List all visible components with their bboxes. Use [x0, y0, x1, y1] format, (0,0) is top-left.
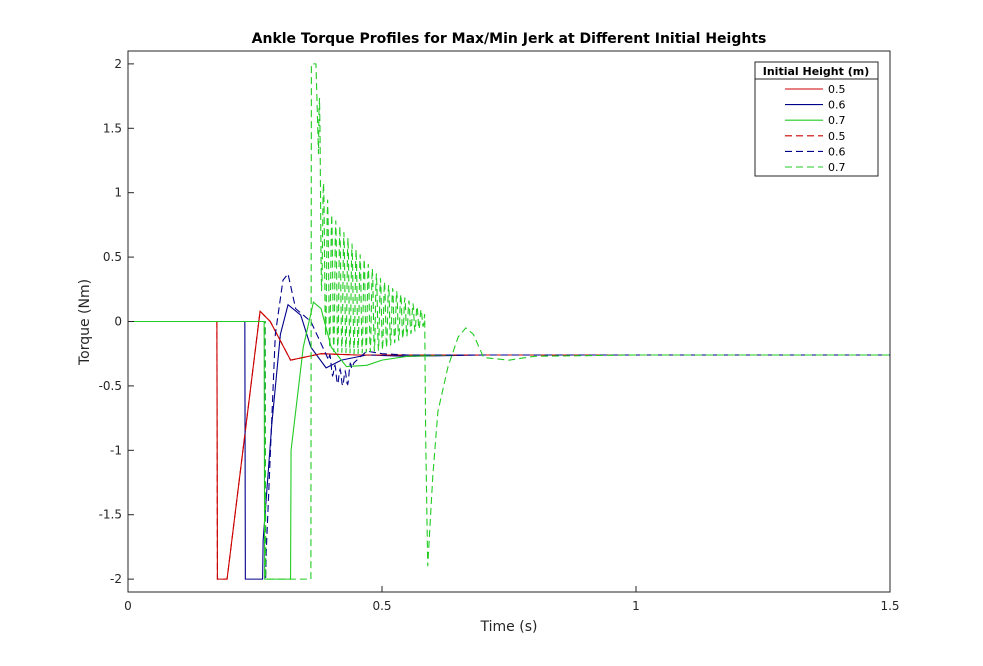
legend: Initial Height (m) 0.5 0.6 0.7 0.5 0.6 0.7	[754, 61, 879, 177]
legend-title: Initial Height (m)	[763, 65, 870, 78]
x-axis-label: Time (s)	[480, 619, 538, 635]
legend-label: 0.5	[828, 83, 846, 96]
x-axis-ticks: 0 0.5 1 1.5	[124, 586, 900, 613]
y-tick-label: 1.5	[103, 121, 122, 135]
legend-label: 0.6	[828, 99, 846, 112]
series-line-6	[128, 63, 890, 580]
x-tick-label: 0	[124, 599, 132, 613]
series-lines	[128, 63, 890, 580]
y-tick-label: 0	[114, 315, 122, 329]
x-tick-label: 1.5	[880, 599, 899, 613]
series-line-4	[128, 310, 890, 580]
y-tick-label: -1	[110, 443, 122, 457]
y-tick-label: 0.5	[103, 250, 122, 264]
legend-entries: 0.5 0.6 0.7 0.5 0.6 0.7	[785, 83, 846, 174]
y-axis-ticks: -2 -1.5 -1 -0.5 0 0.5 1 1.5 2	[99, 57, 134, 586]
legend-label: 0.7	[828, 161, 846, 174]
legend-label: 0.6	[828, 145, 846, 158]
y-tick-label: 1	[114, 186, 122, 200]
y-tick-label: -0.5	[99, 379, 122, 393]
legend-label: 0.5	[828, 130, 846, 143]
y-tick-label: -1.5	[99, 508, 122, 522]
plot-area	[127, 50, 891, 593]
series-line-5	[128, 272, 890, 580]
y-axis-label: Torque (Nm)	[77, 279, 93, 366]
y-tick-label: -2	[110, 572, 122, 586]
chart-title: Ankle Torque Profiles for Max/Min Jerk a…	[252, 31, 767, 47]
x-tick-label: 0.5	[372, 599, 391, 613]
x-tick-label: 1	[632, 599, 640, 613]
legend-box	[754, 61, 879, 177]
y-tick-label: 2	[114, 57, 122, 71]
legend-label: 0.7	[828, 114, 846, 127]
